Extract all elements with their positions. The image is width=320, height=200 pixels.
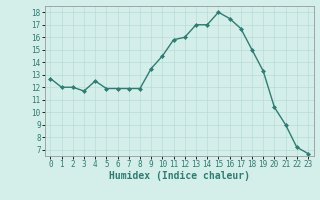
- X-axis label: Humidex (Indice chaleur): Humidex (Indice chaleur): [109, 171, 250, 181]
